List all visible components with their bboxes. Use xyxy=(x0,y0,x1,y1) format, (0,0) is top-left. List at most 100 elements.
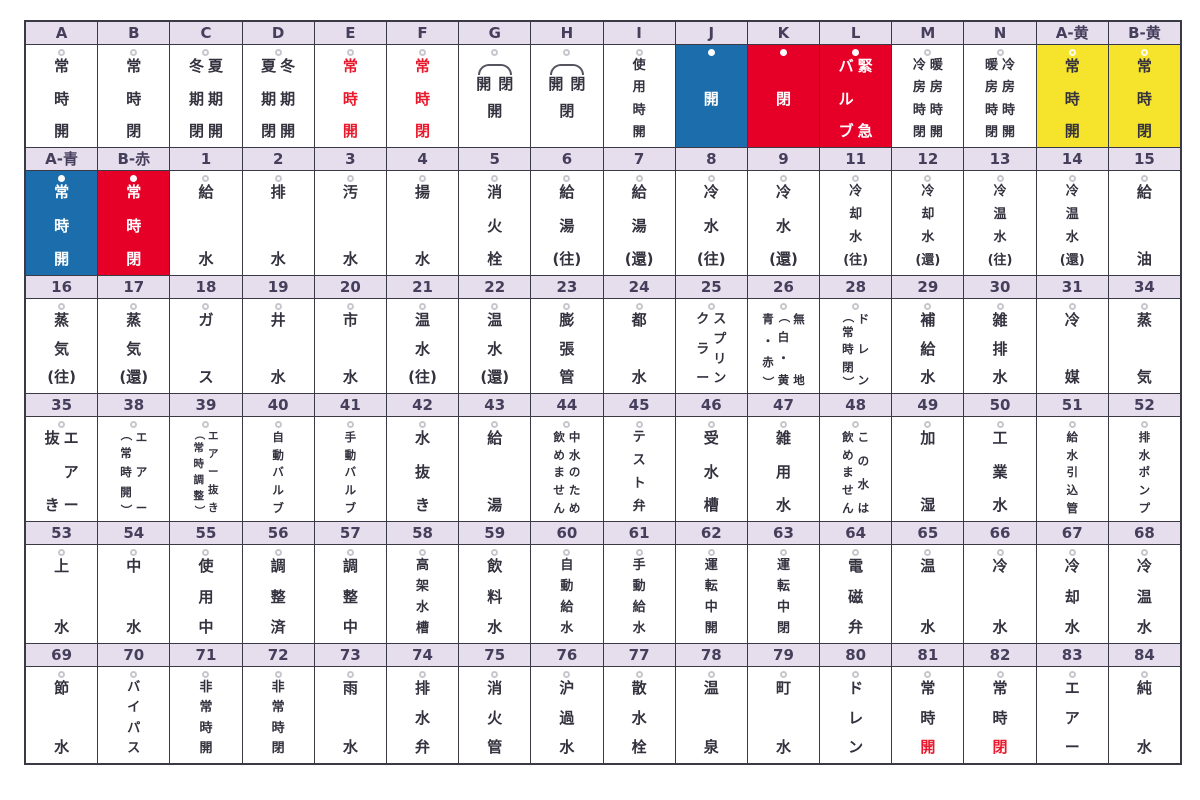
tag-character: 飲 xyxy=(553,430,565,444)
tag-character: 閉 xyxy=(776,621,790,637)
tag-text-column: 使用中 xyxy=(198,558,214,636)
tag-text-column: 都水 xyxy=(631,312,647,387)
tag-text-column: 冷温水 (往) xyxy=(988,185,1013,268)
tag-character: 開 xyxy=(632,125,646,141)
valve-tag-cell: 温泉 xyxy=(675,667,747,763)
tag-text-column: 排水 xyxy=(271,184,286,268)
tag-hole-icon xyxy=(274,175,282,182)
tag-character: 消 xyxy=(487,183,503,201)
tag-hole-icon xyxy=(924,421,932,428)
tag-character: 気 xyxy=(54,339,70,358)
valve-tag-cell: 膨張管 xyxy=(531,299,603,393)
tag-text-column: 冬期閉 xyxy=(189,58,204,140)
tag-character: 赤 xyxy=(762,355,774,370)
tag-character: 閉 xyxy=(271,741,285,757)
valve-tag-cell: 冷却水 xyxy=(1036,545,1108,643)
tag-character: 運 xyxy=(704,558,718,573)
tag-character: 常 xyxy=(1136,57,1152,75)
tag-text-column: 冷温水 (還) xyxy=(1060,185,1085,268)
tag-text-column: 給湯 (還) xyxy=(625,184,654,268)
tag-character: 冷 xyxy=(912,58,926,73)
tag-character: (還) xyxy=(1059,253,1085,269)
tag-character: き xyxy=(207,501,219,514)
column-header-cell: 58 xyxy=(386,522,459,544)
tag-character: き xyxy=(415,496,431,515)
valve-tag-cell: 給湯 (還) xyxy=(603,171,675,275)
tag-hole-icon xyxy=(491,49,499,56)
tag-character: 閉 xyxy=(126,122,142,141)
tag-text-column: 雑用水 xyxy=(776,430,791,514)
tag-character: 沪 xyxy=(559,679,575,697)
tag-character: ポ xyxy=(1138,465,1151,480)
column-header-cell: 63 xyxy=(747,522,820,544)
tag-character: ラ xyxy=(696,341,710,357)
tag-text-column: 揚水 xyxy=(415,184,430,268)
valve-tag-cell: 常時開 xyxy=(26,171,98,275)
tag-text-column: 抜き xyxy=(45,430,60,514)
tag-character: (往) xyxy=(47,368,76,387)
valve-tag-cell: 暖房時開冷房時閉 xyxy=(892,45,964,147)
tag-character: 閉 xyxy=(126,250,142,269)
valve-tag-cell: 運転中開 xyxy=(675,545,747,643)
tag-character: ス xyxy=(713,312,727,327)
tag-text-column: 冷却水 xyxy=(1065,558,1080,636)
tag-character: 常 xyxy=(992,679,1008,697)
tag-character: 抜 xyxy=(207,483,219,496)
tag-hole-icon xyxy=(563,671,571,678)
tag-character: め xyxy=(568,500,581,515)
tag-character: 常 xyxy=(199,700,213,716)
valve-tag-cell: 雨水 xyxy=(314,667,386,763)
tag-character: ア xyxy=(135,465,148,480)
tag-hole-icon xyxy=(563,49,571,56)
tag-character: 時 xyxy=(193,458,204,471)
column-header-cell: 1 xyxy=(170,148,242,170)
tag-hole-icon xyxy=(346,175,354,182)
tag-character: バ xyxy=(838,57,854,75)
tag-character: 温 xyxy=(487,311,503,329)
column-header-cell: 29 xyxy=(892,276,964,298)
tag-character: 水 xyxy=(415,429,431,447)
tag-text-column: 沪過水 xyxy=(559,679,575,756)
valve-tag-cell: 夏期開冬期閉 xyxy=(170,45,242,147)
tag-character: 水 xyxy=(993,230,1007,246)
tag-character: ル xyxy=(838,89,854,108)
tag-character: 時 xyxy=(54,89,70,108)
tag-character: 槽 xyxy=(703,496,719,515)
tag-hole-icon xyxy=(1068,49,1076,56)
tag-character: 開 xyxy=(207,122,223,141)
tag-character: 閉 xyxy=(985,125,999,141)
column-header-cell: 65 xyxy=(892,522,964,544)
column-header-cell: 30 xyxy=(964,276,1036,298)
tag-text-column: 給湯 (往) xyxy=(553,184,582,268)
tag-character: 水 xyxy=(54,738,70,757)
tag-character: （ xyxy=(840,311,855,323)
tag-character: 時 xyxy=(1002,102,1016,118)
tag-character: 水 xyxy=(631,368,647,387)
tag-text-column: 運転中閉 xyxy=(777,559,790,636)
tag-character: 給 xyxy=(632,600,646,616)
column-header-cell: 50 xyxy=(964,394,1036,416)
tag-character: 弁 xyxy=(848,618,864,637)
tag-text-column: 緊急 xyxy=(858,58,873,140)
column-header-cell: 9 xyxy=(747,148,820,170)
tag-character: 冷 xyxy=(775,183,791,201)
tag-text-column: 手動バルブ xyxy=(345,431,357,514)
tag-character: 水 xyxy=(1065,230,1079,246)
valve-tag-cell: 冷房時開暖房時閉 xyxy=(964,45,1036,147)
tag-text-column: 受水槽 xyxy=(703,430,719,515)
tag-text-column: 非常時閉 xyxy=(272,681,285,756)
tag-character: 水 xyxy=(921,230,935,246)
tag-character: 井 xyxy=(270,311,286,329)
tag-character: 水 xyxy=(992,618,1008,637)
valve-tag-cell: 蒸気 (往) xyxy=(26,299,98,393)
tag-character: 管 xyxy=(559,368,575,387)
tag-character: ア xyxy=(1064,708,1080,727)
tag-hole-icon xyxy=(779,303,787,310)
tag-hole-icon xyxy=(707,303,715,310)
tag-text-column: 運転中開 xyxy=(705,559,718,636)
tag-text-column: エアー xyxy=(1064,680,1080,756)
tag-text-column: 蒸気 xyxy=(1137,312,1152,386)
tag-text-column: 電磁弁 xyxy=(848,558,864,637)
tag-character: 用 xyxy=(198,587,214,606)
tag-character: ブ xyxy=(344,500,357,515)
